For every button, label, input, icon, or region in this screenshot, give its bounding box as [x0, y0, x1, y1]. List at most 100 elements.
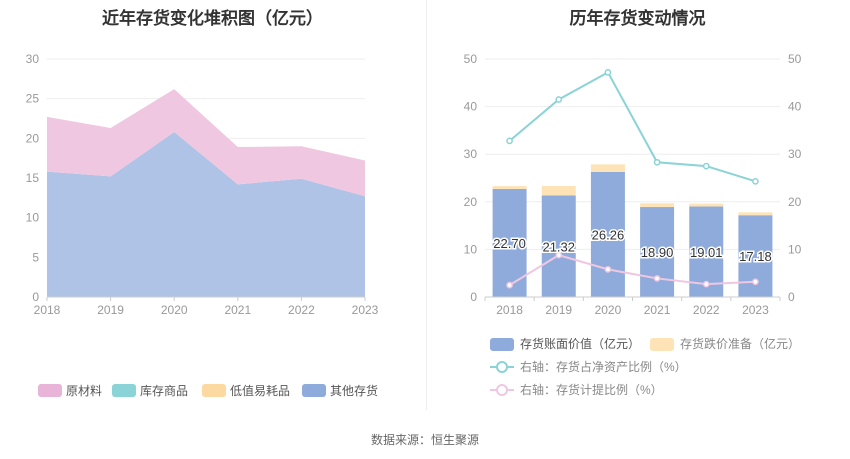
right-legend-label: 存货账面价值（亿元）: [520, 336, 640, 351]
right-legend-item[interactable]: 右轴：存货计提比例（%）: [490, 382, 663, 397]
right-legend-item[interactable]: 右轴：存货占净资产比例（%）: [490, 359, 687, 374]
bar-value-label: 22.70: [493, 236, 526, 251]
line-point-0: [555, 96, 563, 103]
bar-0-2: [590, 172, 625, 297]
right-chart-legend: 存货账面价值（亿元） 存货跌价准备（亿元） 右轴：存货占净资产比例（%） 右轴：存货计…: [490, 336, 800, 397]
line-point-0: [702, 162, 710, 170]
left-legend-swatch: [112, 384, 136, 397]
line-point-1: [506, 281, 513, 289]
left-x-tick-label: 2022: [288, 303, 315, 317]
right-y2-tick-label: 50: [788, 52, 802, 66]
left-chart-axis: 0 5 10 15 20 25 30 2018 2019 2020 2021 2022 2023: [26, 52, 379, 317]
line-point-0: [653, 158, 661, 166]
left-y-tick-label: 5: [32, 250, 39, 264]
right-y2-tick-label: 40: [788, 100, 802, 114]
left-legend-swatch: [202, 384, 226, 397]
right-y2-tick-label: 10: [788, 242, 802, 256]
data-source-note: 数据来源：恒生聚源: [370, 433, 479, 447]
right-legend-marker: [496, 384, 508, 396]
right-x-tick-label: 2022: [693, 303, 720, 317]
line-point-1: [653, 275, 661, 282]
right-chart-axis: 0 10 20 30 40 50 0 10 20 30 40 50 2018 2019 2020 2021 20…: [464, 52, 802, 317]
left-legend-swatch: [302, 384, 326, 397]
left-legend-item[interactable]: 其他存货: [302, 383, 378, 398]
line-point-0: [604, 68, 612, 76]
right-x-tick-label: 2020: [595, 303, 622, 317]
left-legend-item[interactable]: 原材料: [38, 384, 102, 398]
right-y-tick-label: 0: [470, 290, 477, 304]
area-series-0: [47, 131, 365, 297]
left-legend-item[interactable]: 库存商品: [112, 383, 188, 398]
line-series-1: [509, 254, 756, 286]
right-y-tick-label: 40: [464, 100, 478, 114]
right-legend-item[interactable]: 存货账面价值（亿元）: [490, 336, 640, 351]
right-legend-label: 右轴：存货计提比例（%）: [520, 382, 663, 397]
right-y-tick-label: 30: [464, 147, 478, 161]
bar-1-5: [738, 212, 773, 216]
right-chart-grid: [485, 58, 780, 298]
left-chart-title: 近年存货变化堆积图（亿元）: [102, 9, 323, 28]
left-y-tick-label: 30: [26, 52, 40, 66]
left-chart-legend: 原材料 库存商品 低值易耗品 其他存货: [38, 383, 378, 398]
right-x-tick-label: 2019: [545, 303, 572, 317]
right-chart-bars: [492, 164, 773, 297]
bar-1-3: [640, 203, 675, 208]
right-legend-marker: [496, 361, 508, 373]
line-point-0: [752, 177, 759, 185]
left-y-tick-label: 25: [26, 92, 40, 106]
right-x-tick-label: 2021: [644, 303, 671, 317]
line-point-1: [752, 278, 759, 286]
left-x-tick-label: 2023: [352, 303, 379, 317]
line-point-0: [506, 137, 513, 145]
right-chart-bar-labels: 22.70 21.32 26.26 18.90 19.01 17.18: [492, 226, 773, 266]
left-x-tick-label: 2019: [97, 303, 124, 317]
bar-1-2: [590, 164, 625, 173]
left-legend-label: 原材料: [66, 384, 102, 398]
bar-1-1: [541, 185, 576, 196]
bar-value-label: 26.26: [592, 228, 625, 243]
bar-0-3: [640, 207, 675, 297]
right-x-tick-label: 2023: [742, 303, 769, 317]
left-legend-label: 库存商品: [140, 383, 188, 398]
right-y-tick-label: 10: [464, 242, 478, 256]
right-y-tick-label: 50: [464, 52, 478, 66]
line-point-1: [555, 251, 563, 259]
line-point-1: [702, 280, 710, 288]
bar-value-label: 17.18: [739, 249, 772, 264]
right-y2-tick-label: 0: [788, 290, 795, 304]
left-y-tick-label: 10: [26, 211, 40, 225]
line-point-1: [604, 266, 612, 273]
left-y-tick-label: 20: [26, 131, 40, 145]
right-y2-tick-label: 20: [788, 195, 802, 209]
right-legend-label: 右轴：存货占净资产比例（%）: [520, 359, 687, 374]
panel-divider: [426, 0, 427, 410]
left-x-tick-label: 2018: [34, 303, 61, 317]
bar-value-label: 18.90: [641, 245, 674, 260]
right-y2-tick-label: 30: [788, 147, 802, 161]
left-x-tick-label: 2020: [161, 303, 188, 317]
left-chart-areas: [47, 89, 365, 297]
right-legend-label: 存货跌价准备（亿元）: [680, 336, 800, 351]
line-series-0: [508, 70, 756, 183]
right-legend-item[interactable]: 存货跌价准备（亿元）: [650, 336, 800, 351]
bar-1-0: [492, 186, 527, 189]
right-chart-lines: [506, 68, 759, 289]
left-legend-item[interactable]: 低值易耗品: [202, 383, 290, 398]
left-legend-label: 低值易耗品: [230, 383, 290, 398]
left-x-tick-label: 2021: [224, 303, 251, 317]
area-series-3: [47, 89, 365, 197]
bar-1-4: [689, 203, 724, 207]
left-y-tick-label: 15: [26, 171, 40, 185]
bar-0-1: [541, 195, 576, 297]
bar-value-label: 19.01: [690, 245, 723, 260]
right-x-tick-label: 2018: [496, 303, 523, 317]
right-legend-swatch: [490, 338, 514, 351]
left-y-tick-label: 0: [32, 290, 39, 304]
right-chart-title: 历年存货变动情况: [569, 9, 706, 28]
right-y-tick-label: 20: [464, 195, 478, 209]
left-legend-label: 其他存货: [330, 383, 378, 398]
right-legend-swatch: [650, 338, 674, 351]
left-legend-swatch: [38, 384, 62, 397]
bar-value-label: 21.32: [542, 239, 575, 254]
